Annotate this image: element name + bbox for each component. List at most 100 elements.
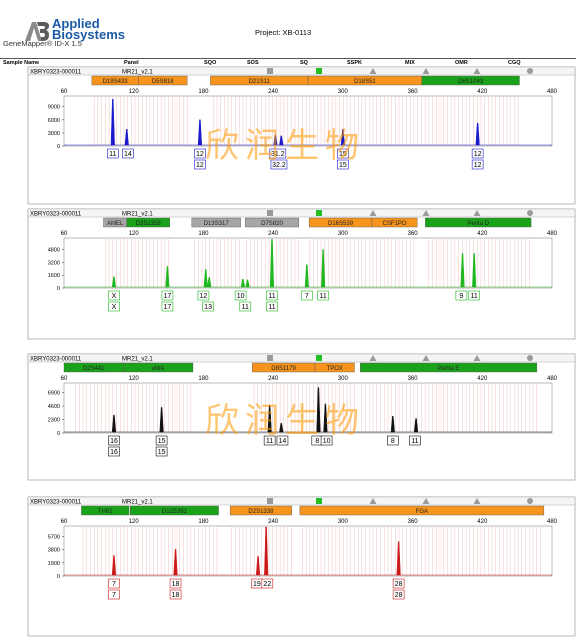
y-tick-label: 0 (57, 431, 60, 437)
allele-call-box (337, 148, 349, 159)
allele-call-box (169, 578, 182, 589)
allele-call-box (155, 435, 168, 446)
allele-call-box (194, 148, 206, 159)
watermark-text: 欣润生物 (205, 126, 365, 166)
quality-triangle-icon (473, 498, 481, 504)
y-tick-label: 0 (57, 574, 60, 580)
peak (173, 549, 178, 576)
marker-label: vWA (152, 366, 164, 372)
allele-call-label: 11 (411, 438, 418, 445)
quality-square-icon (267, 68, 273, 74)
peak (165, 265, 170, 288)
allele-call-label: 11 (109, 151, 116, 158)
allele-call-label: 15 (158, 438, 166, 445)
y-tick-label: 0 (57, 144, 60, 150)
peak (159, 407, 164, 433)
allele-call-box (108, 301, 120, 312)
marker-bin-d3s1358 (126, 217, 170, 228)
allele-call-box (337, 159, 349, 170)
sample-name: XBRY0323-000011 (30, 500, 82, 506)
y-tick-label: 3000 (48, 131, 60, 137)
allele-call-label: 11 (319, 293, 326, 300)
peak (267, 404, 272, 433)
allele-call-label: 13 (204, 304, 212, 311)
peak (110, 98, 115, 146)
marker-bin-penta-d (425, 217, 532, 228)
peak (207, 277, 212, 288)
sample-row (27, 208, 576, 218)
peak (111, 555, 117, 576)
x-tick-label: 60 (61, 231, 68, 237)
marker-bin-d7s820 (245, 217, 299, 228)
marker-bin-tpox (314, 362, 355, 373)
x-tick-label: 180 (198, 231, 209, 237)
panel-name: MR21_v2.1 (122, 500, 153, 506)
peak (460, 253, 465, 288)
x-tick-label: 360 (408, 376, 419, 382)
plot-area (63, 525, 553, 577)
brand-line-1: Applied (52, 16, 100, 31)
y-tick-label: 3800 (48, 548, 60, 554)
allele-call-label: 15 (339, 151, 347, 158)
y-tick-label: 6900 (48, 391, 60, 397)
y-tick-label: 1600 (48, 273, 60, 279)
allele-call-box (108, 290, 120, 301)
x-tick-label: 420 (477, 231, 488, 237)
allele-call-label: 16 (110, 449, 118, 456)
marker-label: D2S1338 (248, 509, 274, 515)
x-tick-label: 300 (338, 376, 349, 382)
allele-call-label: 11 (242, 304, 249, 311)
peak (396, 541, 401, 576)
allele-call-box (266, 290, 278, 301)
peak (279, 422, 284, 433)
marker-label: D3S1358 (136, 221, 162, 227)
panel-name: MR21_v2.1 (122, 70, 153, 76)
x-tick-label: 480 (547, 519, 558, 525)
x-tick-label: 240 (268, 89, 279, 95)
marker-bin-d13s317 (191, 217, 241, 228)
allele-call-box (455, 290, 468, 301)
peak (124, 129, 129, 146)
column-header: Sample Name (3, 60, 39, 66)
peak (240, 278, 246, 288)
allele-call-label: 17 (164, 304, 172, 311)
peak (197, 119, 203, 146)
allele-call-label: 17 (164, 293, 172, 300)
column-header: MIX (405, 60, 415, 66)
y-tick-label: 2300 (48, 418, 60, 424)
quality-triangle-icon (422, 498, 430, 504)
quality-triangle-icon (473, 355, 481, 361)
x-tick-label: 360 (408, 231, 419, 237)
allele-call-box (387, 435, 399, 446)
allele-call-label: 15 (158, 449, 166, 456)
marker-bin-d12s391 (130, 505, 219, 516)
sample-panel-4: XBRY0323-000011 MR21_v2.1 TH01 D12S391 D2S13… (27, 496, 576, 637)
allele-call-label: 28 (395, 581, 403, 588)
allele-call-label: 32.2 (272, 162, 286, 169)
peak (390, 415, 395, 433)
x-tick-label: 120 (129, 89, 140, 95)
allele-call-box (276, 435, 289, 446)
column-header: Panel (124, 60, 139, 66)
peak (413, 418, 419, 433)
marker-label: D13S317 (204, 221, 230, 227)
allele-call-box (108, 435, 120, 446)
marker-bin-vwa (123, 362, 194, 373)
peak (111, 414, 117, 433)
marker-label: D8S1179 (271, 366, 296, 372)
sample-row (27, 353, 576, 363)
allele-call-label: 16 (110, 438, 118, 445)
allele-call-box (261, 578, 274, 589)
quality-triangle-icon (473, 210, 481, 216)
quality-square-icon (316, 355, 322, 361)
peak (111, 276, 117, 288)
allele-call-label: 31.2 (271, 151, 285, 158)
marker-label: D19S433 (103, 79, 129, 85)
y-tick-label: 4800 (48, 248, 60, 254)
quality-square-icon (316, 68, 322, 74)
peak (264, 526, 269, 576)
peak (321, 249, 326, 288)
sample-row (27, 66, 576, 76)
marker-label: D12S391 (162, 509, 188, 515)
